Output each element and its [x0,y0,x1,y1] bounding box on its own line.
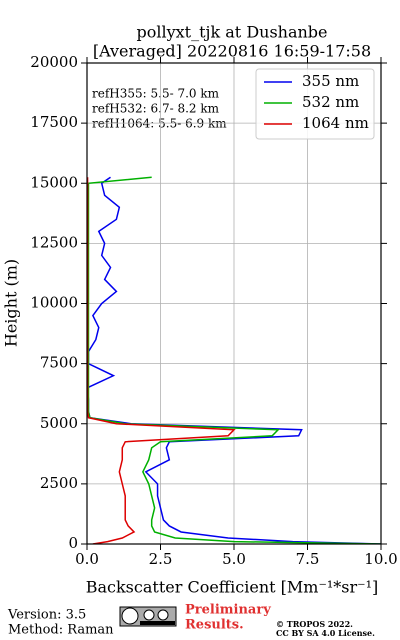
x-tick-label: 7.5 [296,550,320,568]
chart-subtitle: [Averaged] 20220816 16:59-17:58 [93,42,371,61]
copyright: © TROPOS 2022. [276,619,353,629]
x-tick-label: 10.0 [364,550,397,568]
chart-title: pollyxt_tjk at Dushanbe [136,23,327,42]
legend-box [255,68,375,140]
notice: Preliminary [185,603,271,618]
y-tick-label: 17500 [30,113,78,131]
y-tick-label: 15000 [30,173,78,191]
legend-label: 355 nm [302,72,359,90]
y-tick-label: 10000 [30,294,78,312]
x-tick-label: 2.5 [149,550,173,568]
cc-logo [119,606,177,627]
x-tick-label: 5.0 [222,550,246,568]
copyright: CC BY SA 4.0 License. [276,628,375,638]
y-tick-label: 12500 [30,233,78,251]
y-tick-label: 7500 [40,354,78,372]
version: Version: 3.5 [7,608,86,623]
y-axis-label: Height (m) [2,259,21,347]
x-axis-label: Backscatter Coefficient [Mm⁻¹*sr⁻¹] [86,578,379,597]
annotation: refH532: 6.7- 8.2 km [92,102,220,116]
legend-label: 532 nm [302,93,359,111]
notice: Results. [185,618,244,633]
y-tick-label: 5000 [40,414,78,432]
y-tick-label: 0 [68,534,78,552]
series-line [87,176,381,544]
x-tick-label: 0.0 [75,550,99,568]
legend-label: 1064 nm [302,114,369,132]
plot-frame [86,62,382,545]
method: Method: Raman [8,623,114,638]
annotation: refH355: 5.5- 7.0 km [92,87,220,101]
y-tick-label: 2500 [40,474,78,492]
y-tick-label: 20000 [30,53,78,71]
